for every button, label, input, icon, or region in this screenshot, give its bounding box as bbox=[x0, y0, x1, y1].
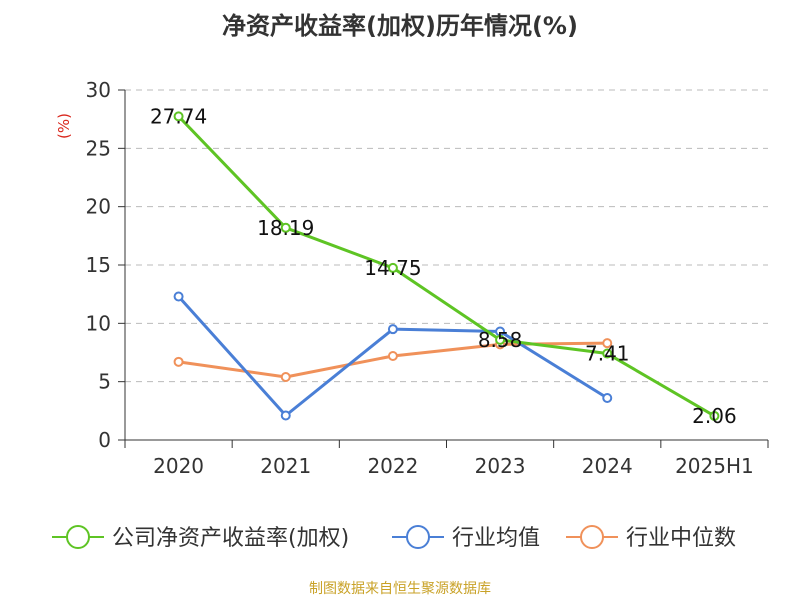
y-tick-label: 10 bbox=[86, 311, 111, 335]
series-0-point bbox=[387, 262, 398, 273]
x-tick-label: 2023 bbox=[475, 454, 526, 478]
legend-item-0: 公司净资产收益率(加权) bbox=[52, 525, 349, 551]
series-line-0 bbox=[177, 115, 716, 418]
data-label: 2.06 bbox=[692, 404, 737, 428]
x-tick-label: 2021 bbox=[260, 454, 311, 478]
series-2-point bbox=[602, 338, 613, 349]
data-label: 14.75 bbox=[364, 256, 421, 280]
x-tick-label: 2024 bbox=[582, 454, 633, 478]
y-tick-label: 30 bbox=[86, 78, 111, 102]
legend-item-2: 行业中位数 bbox=[566, 525, 736, 551]
data-label: 18.19 bbox=[257, 216, 314, 240]
legend-swatch-marker bbox=[580, 525, 604, 549]
y-tick-label: 5 bbox=[98, 370, 111, 394]
x-tick-label: 2022 bbox=[367, 454, 418, 478]
series-layer bbox=[173, 111, 720, 421]
legend-label: 行业均值 bbox=[452, 526, 540, 551]
series-1-point bbox=[280, 410, 291, 421]
y-tick-label: 0 bbox=[98, 428, 111, 452]
x-tick-label: 2020 bbox=[153, 454, 204, 478]
y-tick-label: 25 bbox=[86, 136, 111, 160]
axis-layer: 0 5 10 15 20 25 30 2020 2021 2022 2023 2024 2025H1 bbox=[86, 78, 769, 478]
y-axis-label: (%) bbox=[55, 113, 73, 139]
series-1-point bbox=[602, 393, 613, 403]
series-0-point bbox=[280, 222, 291, 233]
series-2-point bbox=[387, 351, 398, 361]
series-1-point bbox=[387, 324, 398, 335]
legend: 公司净资产收益率(加权) 行业均值 行业中位数 bbox=[52, 525, 736, 551]
source-note: 制图数据来自恒生聚源数据库 bbox=[309, 581, 491, 597]
series-2-point bbox=[173, 356, 184, 367]
series-0-point bbox=[709, 410, 720, 421]
series-0-point bbox=[495, 334, 506, 345]
series-0-point bbox=[602, 348, 613, 359]
legend-label: 公司净资产收益率(加权) bbox=[112, 526, 349, 551]
data-label: 8.58 bbox=[478, 328, 523, 352]
series-1-point bbox=[173, 291, 184, 302]
grid-layer bbox=[125, 89, 768, 383]
y-tick-label: 15 bbox=[86, 253, 111, 277]
series-2-point bbox=[280, 372, 291, 382]
x-tick-label: 2025H1 bbox=[675, 454, 754, 478]
legend-label: 行业中位数 bbox=[626, 526, 736, 551]
legend-swatch-marker bbox=[406, 525, 430, 549]
legend-item-1: 行业均值 bbox=[392, 525, 540, 551]
series-0-point bbox=[173, 111, 184, 122]
chart-title: 净资产收益率(加权)历年情况(%) bbox=[222, 12, 578, 40]
legend-swatch-marker bbox=[66, 525, 90, 549]
data-label-layer: 27.74 18.19 14.75 8.58 7.41 2.06 bbox=[150, 104, 737, 428]
y-tick-label: 20 bbox=[86, 195, 111, 219]
data-label: 27.74 bbox=[150, 104, 207, 128]
data-label: 7.41 bbox=[585, 342, 630, 366]
